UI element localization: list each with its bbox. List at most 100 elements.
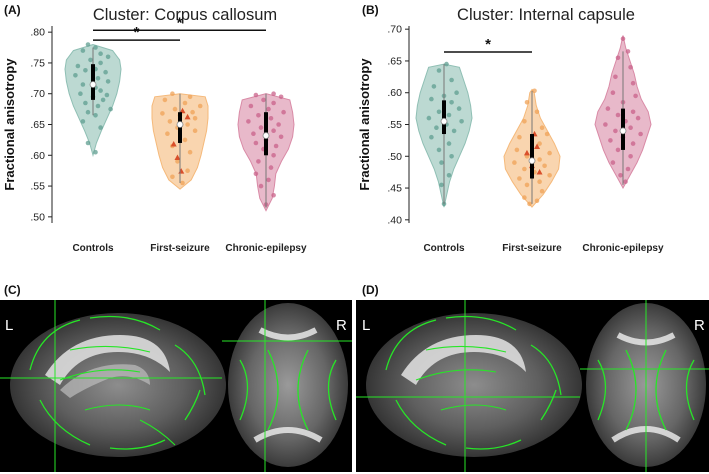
sagittal-tract-skeleton xyxy=(29,315,206,450)
data-point xyxy=(539,125,545,130)
data-point xyxy=(431,84,437,89)
data-point xyxy=(524,182,530,188)
axial-tract-skeleton-d xyxy=(597,349,695,431)
data-point xyxy=(625,166,631,172)
data-point xyxy=(172,106,178,112)
data-point xyxy=(444,61,449,67)
triangle-point xyxy=(170,141,177,147)
data-point xyxy=(605,106,611,111)
data-point xyxy=(268,116,274,121)
data-point xyxy=(85,109,91,115)
data-point xyxy=(185,122,190,127)
data-point xyxy=(93,149,98,155)
sagittal-brain-shape-d xyxy=(366,313,582,457)
data-point xyxy=(547,150,552,156)
data-point xyxy=(251,131,256,136)
data-point xyxy=(517,134,522,140)
sagittal-tract-skeleton-inner-d xyxy=(415,345,507,411)
data-point xyxy=(192,128,198,133)
y-tick-label: .80 xyxy=(30,27,45,39)
data-point xyxy=(522,166,527,172)
data-point xyxy=(522,195,527,200)
data-point xyxy=(108,106,113,112)
data-point xyxy=(429,134,434,140)
data-point xyxy=(449,77,454,83)
data-point xyxy=(175,159,180,164)
data-point xyxy=(638,131,643,137)
data-point xyxy=(253,92,259,98)
data-point xyxy=(517,176,522,181)
data-point xyxy=(105,54,111,60)
triangle-point xyxy=(536,168,543,175)
significance-star: * xyxy=(485,36,491,53)
data-point xyxy=(256,113,261,118)
y-axis-label: Fractional anisotropy xyxy=(2,58,17,191)
y-tick-label: .65 xyxy=(387,55,402,67)
y-tick-label: .55 xyxy=(387,119,402,131)
panel-a-letter: (A) xyxy=(4,3,21,17)
data-point xyxy=(635,115,641,121)
data-point xyxy=(162,97,168,103)
data-point xyxy=(537,179,542,184)
data-point xyxy=(608,138,613,143)
y-tick-label: .50 xyxy=(30,211,45,223)
data-point xyxy=(630,109,636,115)
data-point xyxy=(537,141,542,146)
data-point xyxy=(429,96,434,102)
sagittal-brain-shape xyxy=(10,313,226,457)
triangle-point xyxy=(174,154,181,161)
data-point xyxy=(165,131,170,136)
data-point xyxy=(633,93,638,99)
data-point xyxy=(98,60,103,66)
sagittal-corpus-callosum-d xyxy=(401,335,526,385)
data-point xyxy=(618,173,623,178)
category-label: Chronic-epilepsy xyxy=(225,243,307,254)
data-point xyxy=(542,163,547,169)
data-point xyxy=(524,100,530,105)
median-marker xyxy=(528,157,536,165)
data-point xyxy=(615,55,621,61)
data-point xyxy=(534,109,540,115)
data-point xyxy=(610,160,616,165)
triangle-point xyxy=(179,107,186,114)
data-point xyxy=(426,115,432,121)
axial-brain-shape xyxy=(228,303,348,467)
data-point xyxy=(436,147,442,153)
data-point xyxy=(271,91,276,96)
data-point xyxy=(248,103,254,109)
panel-b-title: Cluster: Internal capsule xyxy=(457,6,635,24)
data-point xyxy=(628,154,633,159)
sagittal-white-matter xyxy=(60,364,150,398)
panel-b-violin-plot: .40 .45 .50 .55 .60 .65 .70 Fractional anisotro… xyxy=(357,24,664,254)
panel-b-letter: (B) xyxy=(362,3,379,17)
data-point xyxy=(105,79,111,84)
triangle-point xyxy=(534,143,541,150)
iqr-box xyxy=(442,100,446,135)
panel-c-axial-image: R xyxy=(222,300,352,472)
data-point xyxy=(187,149,193,155)
data-point xyxy=(628,125,633,130)
panel-d-left-label: L xyxy=(362,317,370,334)
panel-d-sagittal-image: L xyxy=(356,300,582,472)
data-point xyxy=(547,173,552,178)
median-marker xyxy=(619,127,627,135)
data-point xyxy=(603,122,608,127)
data-point xyxy=(630,141,636,146)
iqr-box xyxy=(530,134,534,179)
data-point xyxy=(278,134,284,140)
data-point xyxy=(98,88,103,93)
panel-c-letter: (C) xyxy=(4,283,21,297)
data-point xyxy=(268,165,274,170)
data-point xyxy=(182,100,188,106)
y-tick-label: .70 xyxy=(30,88,45,100)
data-point xyxy=(180,180,185,186)
y-tick-label: .60 xyxy=(387,87,402,99)
sagittal-tract-skeleton-d xyxy=(385,315,562,450)
data-point xyxy=(85,140,91,146)
data-point xyxy=(615,147,621,153)
data-point xyxy=(95,103,101,109)
panel-c-left-label: L xyxy=(5,317,13,334)
data-point xyxy=(514,147,520,153)
data-point xyxy=(613,74,618,80)
